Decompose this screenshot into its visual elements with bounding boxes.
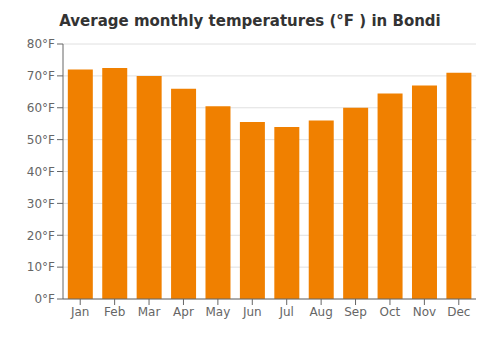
svg-text:Sep: Sep <box>344 305 367 319</box>
svg-text:Mar: Mar <box>138 305 161 319</box>
svg-text:10°F: 10°F <box>27 260 55 274</box>
svg-text:40°F: 40°F <box>27 165 55 179</box>
html-text:Average monthly temperatures (: Average monthly temperatures (°F ) in Bo… <box>59 12 441 30</box>
svg-text:30°F: 30°F <box>27 197 55 211</box>
svg-text:Dec: Dec <box>447 305 470 319</box>
svg-text:Feb: Feb <box>104 305 125 319</box>
svg-text:May: May <box>205 305 230 319</box>
svg-text:Jan: Jan <box>70 305 90 319</box>
svg-text:80°F: 80°F <box>27 37 55 51</box>
svg-text:0°F: 0°F <box>34 292 55 306</box>
svg-text:Oct: Oct <box>380 305 401 319</box>
svg-text:Nov: Nov <box>413 305 436 319</box>
svg-text:20°F: 20°F <box>27 229 55 243</box>
svg-text:50°F: 50°F <box>27 133 55 147</box>
svg-text:60°F: 60°F <box>27 101 55 115</box>
svg-text:Jul: Jul <box>278 305 293 319</box>
svg-text:Jun: Jun <box>242 305 262 319</box>
svg-text:Aug: Aug <box>309 305 332 319</box>
svg-text:70°F: 70°F <box>27 69 55 83</box>
svg-text:Apr: Apr <box>173 305 194 319</box>
